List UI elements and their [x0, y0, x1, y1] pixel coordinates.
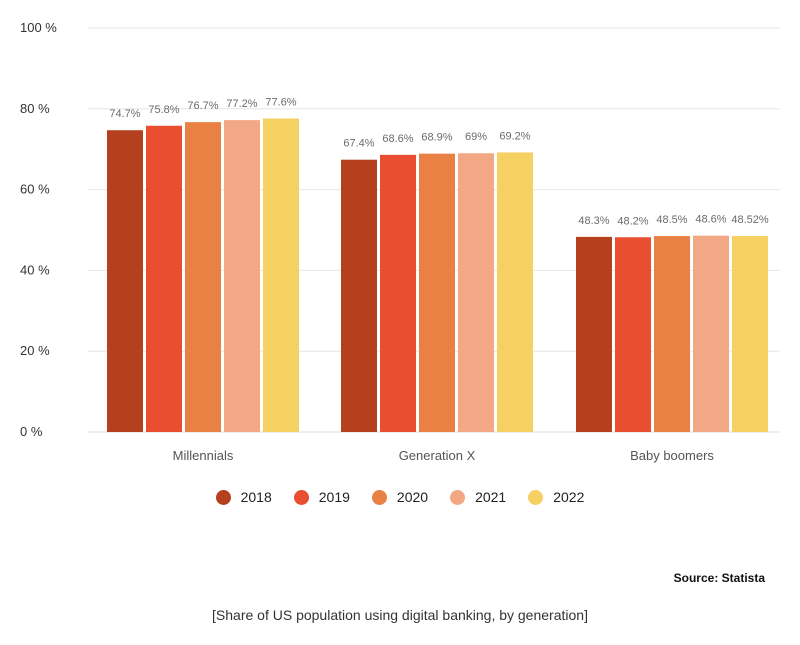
- legend-dot-icon: [528, 489, 544, 505]
- data-label: 68.9%: [421, 132, 452, 144]
- bar: [263, 118, 299, 432]
- legend-dot-icon: [450, 489, 466, 505]
- bar: [576, 236, 612, 432]
- bar: [458, 153, 494, 433]
- y-tick-label: 20 %: [20, 343, 50, 358]
- bars: [107, 118, 768, 433]
- data-label: 77.2%: [226, 98, 257, 110]
- x-tick-label: Baby boomers: [630, 448, 714, 463]
- bar: [419, 153, 455, 433]
- y-tick-label: 100 %: [20, 20, 57, 35]
- legend-label: 2021: [475, 489, 507, 505]
- chart-caption: [Share of US population using digital ba…: [212, 607, 588, 623]
- legend-item: 2021: [450, 489, 506, 505]
- y-tick-label: 40 %: [20, 262, 50, 277]
- legend-item: 2018: [215, 489, 272, 505]
- data-label: 77.6%: [265, 96, 296, 108]
- data-label: 48.5%: [656, 214, 687, 226]
- legend: 2018 2019 2020 2021 2022: [0, 489, 800, 505]
- bar: [693, 235, 729, 432]
- data-label: 48.52%: [731, 214, 769, 226]
- legend-label: 2018: [240, 489, 272, 505]
- legend-item: 2019: [293, 489, 350, 505]
- data-label: 69%: [465, 131, 487, 143]
- data-label: 68.6%: [382, 133, 413, 145]
- bar: [185, 122, 221, 432]
- bar-chart: 0 % 20 % 40 % 60 % 80 % 100 % 74.7% 75.8% 76.7%…: [20, 20, 780, 463]
- bar: [341, 159, 377, 433]
- data-labels: 74.7% 75.8% 76.7% 77.2% 77.6% 67.4% 68.6% 68.9%…: [109, 96, 768, 227]
- bar: [497, 152, 533, 432]
- bar: [380, 154, 416, 432]
- bar: [146, 125, 182, 432]
- legend-dot-icon: [371, 489, 387, 505]
- data-label: 75.8%: [148, 104, 179, 116]
- legend-item: 2022: [528, 489, 584, 505]
- y-axis-ticks: 0 % 20 % 40 % 60 % 80 % 100 %: [20, 20, 57, 439]
- data-label: 48.6%: [695, 214, 726, 226]
- legend-item: 2020: [371, 489, 429, 505]
- data-label: 76.7%: [187, 100, 218, 112]
- bar: [732, 235, 768, 432]
- bar: [107, 130, 143, 432]
- data-label: 48.3%: [578, 215, 609, 227]
- data-label: 69.2%: [499, 130, 530, 142]
- y-tick-label: 60 %: [20, 182, 50, 197]
- y-tick-label: 0 %: [20, 424, 43, 439]
- data-label: 48.2%: [617, 215, 648, 227]
- legend-label: 2022: [553, 489, 585, 505]
- x-tick-label: Millennials: [173, 448, 234, 463]
- bar: [615, 237, 651, 432]
- legend-dot-icon: [293, 489, 309, 505]
- data-label: 74.7%: [109, 108, 140, 120]
- bar: [224, 120, 260, 432]
- legend-label: 2019: [318, 489, 350, 505]
- x-axis-labels: Millennials Generation X Baby boomers: [173, 448, 715, 463]
- x-tick-label: Generation X: [399, 448, 476, 463]
- bar: [654, 236, 690, 432]
- data-label: 67.4%: [343, 138, 374, 150]
- legend-label: 2020: [396, 489, 429, 505]
- source-note: Source: Statista: [673, 571, 765, 585]
- y-tick-label: 80 %: [20, 101, 50, 116]
- legend-dot-icon: [215, 489, 231, 505]
